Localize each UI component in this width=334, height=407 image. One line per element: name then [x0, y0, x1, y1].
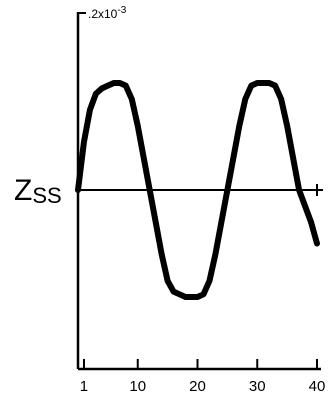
series-layer [75, 80, 320, 300]
y-top-value-mantissa: .2x10 [88, 7, 118, 21]
y-axis-label-subscript: SS [32, 183, 61, 208]
y-axis-label-main: Z [14, 174, 32, 207]
x-tick-label: 30 [249, 378, 266, 395]
x-tick-label: 10 [129, 378, 146, 395]
y-top-value-label: .2x10-3 [88, 5, 127, 21]
x-tick-label: 20 [189, 378, 206, 395]
labels-layer: 1 10 20 30 40 ZSS .2x10-3 [14, 5, 325, 395]
x-tick-label: 40 [309, 378, 326, 395]
x-tick-label: 1 [80, 378, 88, 395]
axes-layer [76, 12, 323, 371]
y-axis-label: ZSS [14, 174, 62, 208]
series-line-0 [75, 80, 320, 300]
y-top-value-exponent: -3 [117, 5, 126, 16]
